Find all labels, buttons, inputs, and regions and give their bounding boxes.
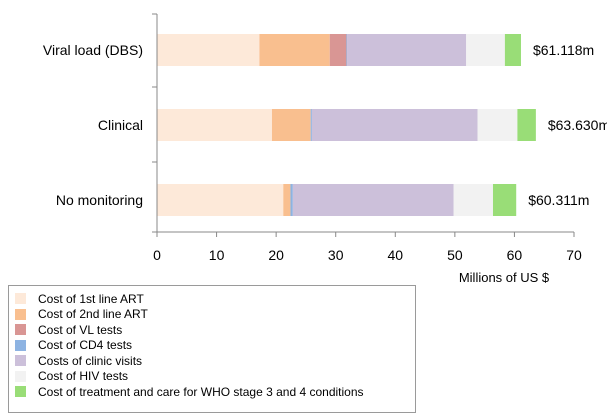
bar-segment — [283, 184, 291, 216]
legend-label: Cost of HIV tests — [38, 369, 129, 384]
total-label: $61.118m — [533, 42, 594, 58]
legend-item: Cost of VL tests — [15, 322, 415, 338]
total-labels: $61.118m $63.630m $60.311m — [528, 42, 607, 208]
legend-swatch — [15, 339, 26, 351]
bar-segments — [157, 34, 536, 216]
total-label: $60.311m — [528, 192, 589, 208]
bar-segment — [517, 109, 536, 141]
bar-segment — [157, 109, 272, 141]
legend-item: Cost of HIV tests — [15, 369, 415, 385]
bar-segment — [466, 34, 505, 66]
category-label: No monitoring — [56, 192, 143, 208]
x-tick-label: 60 — [507, 247, 523, 263]
bar-segment — [492, 184, 517, 216]
stacked-bar-chart: Viral load (DBS) Clinical No monitoring $6… — [43, 13, 607, 285]
legend-swatch — [15, 370, 26, 382]
legend-swatch — [15, 355, 26, 367]
x-axis-title: Millions of US $ — [459, 270, 550, 285]
legend-label: Cost of 1st line ART — [38, 291, 144, 306]
x-tick-label: 40 — [387, 247, 403, 263]
bar-segment — [290, 184, 293, 216]
legend-swatch — [15, 293, 26, 305]
legend-swatch — [15, 308, 26, 320]
legend-label: Cost of VL tests — [38, 322, 123, 337]
legend-label: Cost of treatment and care for WHO stage… — [38, 384, 364, 399]
bar-segment — [157, 184, 284, 216]
legend-item: Cost of 1st line ART — [15, 291, 415, 307]
legend-item: Cost of 2nd line ART — [15, 307, 415, 323]
legend-swatch — [15, 386, 26, 398]
x-axis: 0 10 20 30 40 50 60 70 — [152, 13, 582, 263]
bar-segment — [346, 34, 348, 66]
legend-item: Costs of clinic visits — [15, 353, 415, 369]
bar-segment — [504, 34, 521, 66]
x-tick-label: 10 — [209, 247, 225, 263]
bar-segment — [329, 34, 347, 66]
bar-segment — [157, 34, 260, 66]
legend-item: Cost of treatment and care for WHO stage… — [15, 384, 415, 400]
x-tick-label: 0 — [153, 247, 161, 263]
legend: Cost of 1st line ART Cost of 2nd line ART… — [8, 285, 416, 413]
legend-swatch — [15, 324, 26, 336]
legend-label: Cost of 2nd line ART — [38, 307, 148, 322]
x-tick-label: 70 — [566, 247, 582, 263]
bar-segment — [271, 109, 311, 141]
bar-segment — [311, 109, 478, 141]
total-label: $63.630m — [548, 117, 607, 133]
x-tick-label: 30 — [328, 247, 344, 263]
category-label: Viral load (DBS) — [43, 42, 143, 58]
bar-segment — [310, 109, 312, 141]
bar-segment — [453, 184, 493, 216]
legend-label: Cost of CD4 tests — [38, 338, 133, 353]
bar-segment — [347, 34, 467, 66]
category-label: Clinical — [98, 117, 143, 133]
legend-label: Costs of clinic visits — [38, 353, 143, 368]
bar-segment — [477, 109, 518, 141]
category-labels: Viral load (DBS) Clinical No monitoring — [43, 42, 143, 208]
x-tick-label: 50 — [447, 247, 463, 263]
legend-item: Cost of CD4 tests — [15, 338, 415, 354]
bar-segment — [292, 184, 454, 216]
bar-segment — [259, 34, 330, 66]
x-tick-label: 20 — [268, 247, 284, 263]
